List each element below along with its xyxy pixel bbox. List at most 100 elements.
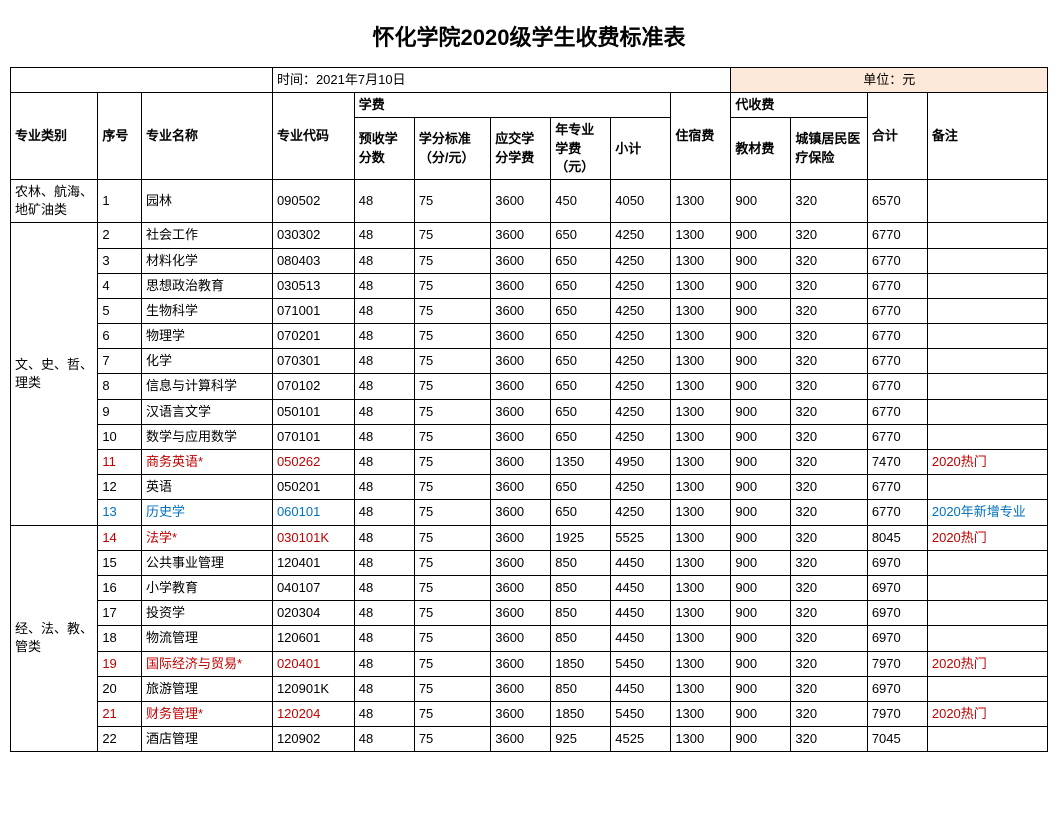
c8-cell: 320 — [791, 399, 867, 424]
c6-cell: 1300 — [671, 475, 731, 500]
c6-cell: 1300 — [671, 273, 731, 298]
idx-cell: 12 — [98, 475, 142, 500]
table-row: 8信息与计算科学07010248753600650425013009003206… — [11, 374, 1048, 399]
c4-cell: 650 — [551, 399, 611, 424]
category-cell: 农林、航海、地矿油类 — [11, 179, 98, 222]
table-row: 12英语05020148753600650425013009003206770 — [11, 475, 1048, 500]
table-row: 10数学与应用数学0701014875360065042501300900320… — [11, 424, 1048, 449]
c6-cell: 1300 — [671, 626, 731, 651]
c1-cell: 48 — [354, 223, 414, 248]
c9-cell: 6970 — [867, 575, 927, 600]
remark-cell — [927, 349, 1047, 374]
c7-cell: 900 — [731, 273, 791, 298]
c8-cell: 320 — [791, 324, 867, 349]
c2-cell: 75 — [414, 676, 490, 701]
c3-cell: 3600 — [491, 374, 551, 399]
c9-cell: 7470 — [867, 450, 927, 475]
c8-cell: 320 — [791, 550, 867, 575]
name-cell: 汉语言文学 — [141, 399, 272, 424]
th-pre-credits: 预收学分数 — [354, 118, 414, 180]
c8-cell: 320 — [791, 248, 867, 273]
c1-cell: 48 — [354, 525, 414, 550]
th-total: 合计 — [867, 93, 927, 180]
code-cell: 030101K — [272, 525, 354, 550]
c6-cell: 1300 — [671, 525, 731, 550]
name-cell: 法学* — [141, 525, 272, 550]
c8-cell: 320 — [791, 676, 867, 701]
c9-cell: 6770 — [867, 399, 927, 424]
remark-cell: 2020热门 — [927, 701, 1047, 726]
code-cell: 070201 — [272, 324, 354, 349]
c6-cell: 1300 — [671, 399, 731, 424]
c4-cell: 1350 — [551, 450, 611, 475]
code-cell: 050262 — [272, 450, 354, 475]
c9-cell: 6970 — [867, 626, 927, 651]
c8-cell: 320 — [791, 273, 867, 298]
table-row: 18物流管理1206014875360085044501300900320697… — [11, 626, 1048, 651]
th-tuition-group: 学费 — [354, 93, 671, 118]
c5-cell: 4525 — [611, 727, 671, 752]
th-credit-fee: 应交学分学费 — [491, 118, 551, 180]
category-cell: 经、法、教、管类 — [11, 525, 98, 752]
idx-cell: 7 — [98, 349, 142, 374]
c7-cell: 900 — [731, 399, 791, 424]
c7-cell: 900 — [731, 701, 791, 726]
remark-cell — [927, 179, 1047, 222]
c9-cell: 6770 — [867, 273, 927, 298]
c3-cell: 3600 — [491, 550, 551, 575]
th-major-code: 专业代码 — [272, 93, 354, 180]
c7-cell: 900 — [731, 248, 791, 273]
c9-cell: 8045 — [867, 525, 927, 550]
c7-cell: 900 — [731, 298, 791, 323]
code-cell: 080403 — [272, 248, 354, 273]
c4-cell: 850 — [551, 626, 611, 651]
c1-cell: 48 — [354, 601, 414, 626]
code-cell: 030513 — [272, 273, 354, 298]
remark-cell: 2020热门 — [927, 450, 1047, 475]
c3-cell: 3600 — [491, 223, 551, 248]
c7-cell: 900 — [731, 349, 791, 374]
c1-cell: 48 — [354, 399, 414, 424]
c3-cell: 3600 — [491, 500, 551, 525]
name-cell: 公共事业管理 — [141, 550, 272, 575]
c4-cell: 450 — [551, 179, 611, 222]
c1-cell: 48 — [354, 651, 414, 676]
c1-cell: 48 — [354, 676, 414, 701]
c1-cell: 48 — [354, 179, 414, 222]
code-cell: 120401 — [272, 550, 354, 575]
idx-cell: 22 — [98, 727, 142, 752]
c2-cell: 75 — [414, 525, 490, 550]
c3-cell: 3600 — [491, 179, 551, 222]
c2-cell: 75 — [414, 298, 490, 323]
table-row: 15公共事业管理12040148753600850445013009003206… — [11, 550, 1048, 575]
c2-cell: 75 — [414, 727, 490, 752]
c5-cell: 4450 — [611, 676, 671, 701]
c6-cell: 1300 — [671, 601, 731, 626]
table-row: 3材料化学08040348753600650425013009003206770 — [11, 248, 1048, 273]
c6-cell: 1300 — [671, 179, 731, 222]
remark-cell: 2020热门 — [927, 525, 1047, 550]
c3-cell: 3600 — [491, 450, 551, 475]
remark-cell — [927, 626, 1047, 651]
c3-cell: 3600 — [491, 575, 551, 600]
c5-cell: 4450 — [611, 550, 671, 575]
c9-cell: 7970 — [867, 651, 927, 676]
c1-cell: 48 — [354, 727, 414, 752]
c5-cell: 4250 — [611, 223, 671, 248]
unit-cell: 单位：元 — [731, 68, 1048, 93]
code-cell: 070102 — [272, 374, 354, 399]
c7-cell: 900 — [731, 223, 791, 248]
c6-cell: 1300 — [671, 550, 731, 575]
c1-cell: 48 — [354, 500, 414, 525]
table-row: 文、史、哲、理类2社会工作030302487536006504250130090… — [11, 223, 1048, 248]
table-row: 16小学教育0401074875360085044501300900320697… — [11, 575, 1048, 600]
c8-cell: 320 — [791, 701, 867, 726]
c1-cell: 48 — [354, 626, 414, 651]
table-row: 21财务管理*120204487536001850545013009003207… — [11, 701, 1048, 726]
c8-cell: 320 — [791, 727, 867, 752]
page-title: 怀化学院2020级学生收费标准表 — [10, 10, 1048, 67]
header-row-1: 专业类别 序号 专业名称 专业代码 学费 住宿费 代收费 合计 备注 — [11, 93, 1048, 118]
code-cell: 030302 — [272, 223, 354, 248]
idx-cell: 5 — [98, 298, 142, 323]
idx-cell: 20 — [98, 676, 142, 701]
